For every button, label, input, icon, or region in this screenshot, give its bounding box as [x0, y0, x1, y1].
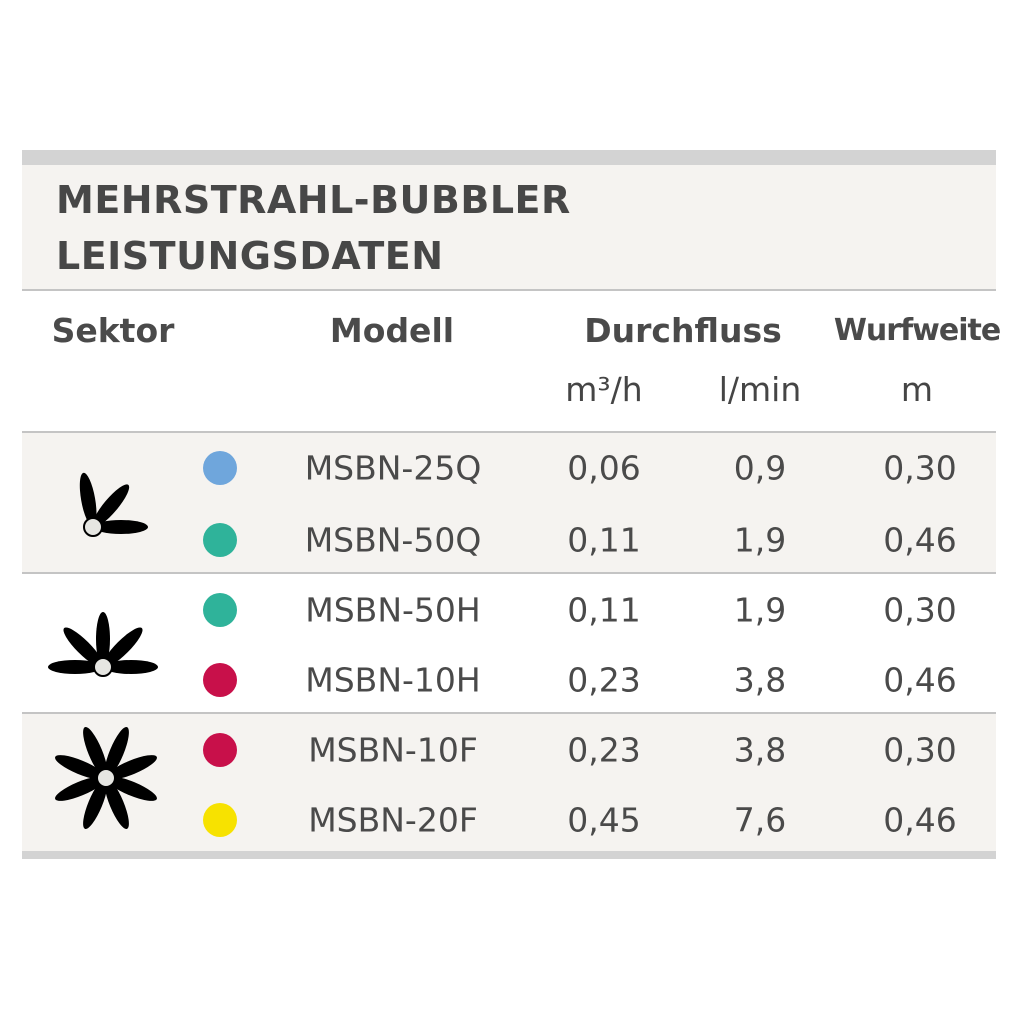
divider	[22, 712, 996, 714]
petal	[106, 776, 157, 801]
cell-m: 0,46	[883, 520, 957, 560]
cell-model: MSBN-10F	[308, 730, 478, 770]
divider	[22, 289, 996, 291]
divider	[22, 431, 996, 433]
petal	[79, 472, 97, 527]
color-dot	[203, 733, 237, 767]
petal	[103, 627, 143, 667]
cell-m: 0,30	[883, 730, 957, 770]
cell-m3h: 0,45	[567, 800, 641, 840]
cell-model: MSBN-50H	[305, 590, 481, 630]
color-dot	[203, 663, 237, 697]
header-wurfweite: Wurfweite	[833, 313, 1001, 348]
petal	[92, 484, 130, 527]
color-dot	[203, 523, 237, 557]
cell-lmin: 3,8	[733, 730, 787, 770]
cell-m3h: 0,23	[567, 660, 641, 700]
petal	[106, 755, 157, 780]
divider	[22, 572, 996, 574]
cell-m3h: 0,11	[567, 520, 641, 560]
cell-model: MSBN-50Q	[304, 520, 482, 560]
petal	[55, 776, 106, 801]
unit-lmin: l/min	[718, 370, 802, 409]
unit-m: m	[900, 370, 934, 409]
cell-m3h: 0,23	[567, 730, 641, 770]
quarter-circle-spray-icon	[79, 472, 148, 537]
petal	[104, 660, 158, 674]
cell-lmin: 3,8	[733, 660, 787, 700]
group-full	[22, 714, 996, 851]
cell-m3h: 0,06	[567, 448, 641, 488]
title-line-1: MEHRSTRAHL-BUBBLER	[56, 178, 571, 222]
cell-model: MSBN-20F	[308, 800, 478, 840]
group-quarter	[22, 433, 996, 572]
petal	[96, 612, 110, 666]
unit-m3h: m³/h	[565, 370, 643, 409]
petal	[104, 727, 129, 778]
cell-m: 0,30	[883, 448, 957, 488]
full-circle-spray-icon	[55, 727, 157, 829]
cell-model: MSBN-10H	[305, 660, 481, 700]
petal	[94, 520, 148, 534]
color-dot	[203, 593, 237, 627]
cell-m: 0,46	[883, 800, 957, 840]
color-dot	[203, 451, 237, 485]
spray-center	[93, 657, 113, 677]
petal	[104, 778, 129, 829]
cell-m: 0,30	[883, 590, 957, 630]
petal	[83, 727, 108, 778]
top-bar	[22, 150, 996, 165]
petal	[55, 755, 106, 780]
cell-lmin: 1,9	[733, 590, 787, 630]
cell-lmin: 1,9	[733, 520, 787, 560]
header-durchfluss: Durchfluss	[584, 311, 782, 350]
cell-lmin: 7,6	[733, 800, 787, 840]
half-circle-spray-icon	[48, 612, 158, 677]
header-sektor: Sektor	[51, 311, 175, 350]
spray-center	[96, 768, 116, 788]
header-modell: Modell	[329, 311, 455, 350]
cell-m3h: 0,11	[567, 590, 641, 630]
cell-model: MSBN-25Q	[304, 448, 482, 488]
petal	[48, 660, 102, 674]
color-dot	[203, 803, 237, 837]
cell-m: 0,46	[883, 660, 957, 700]
title-line-2: LEISTUNGSDATEN	[56, 234, 444, 278]
group-half	[22, 574, 996, 713]
title-box	[22, 165, 996, 289]
cell-lmin: 0,9	[733, 448, 787, 488]
spray-center	[83, 517, 103, 537]
petal	[83, 778, 108, 829]
bottom-bar	[22, 851, 996, 859]
petal	[63, 627, 103, 667]
